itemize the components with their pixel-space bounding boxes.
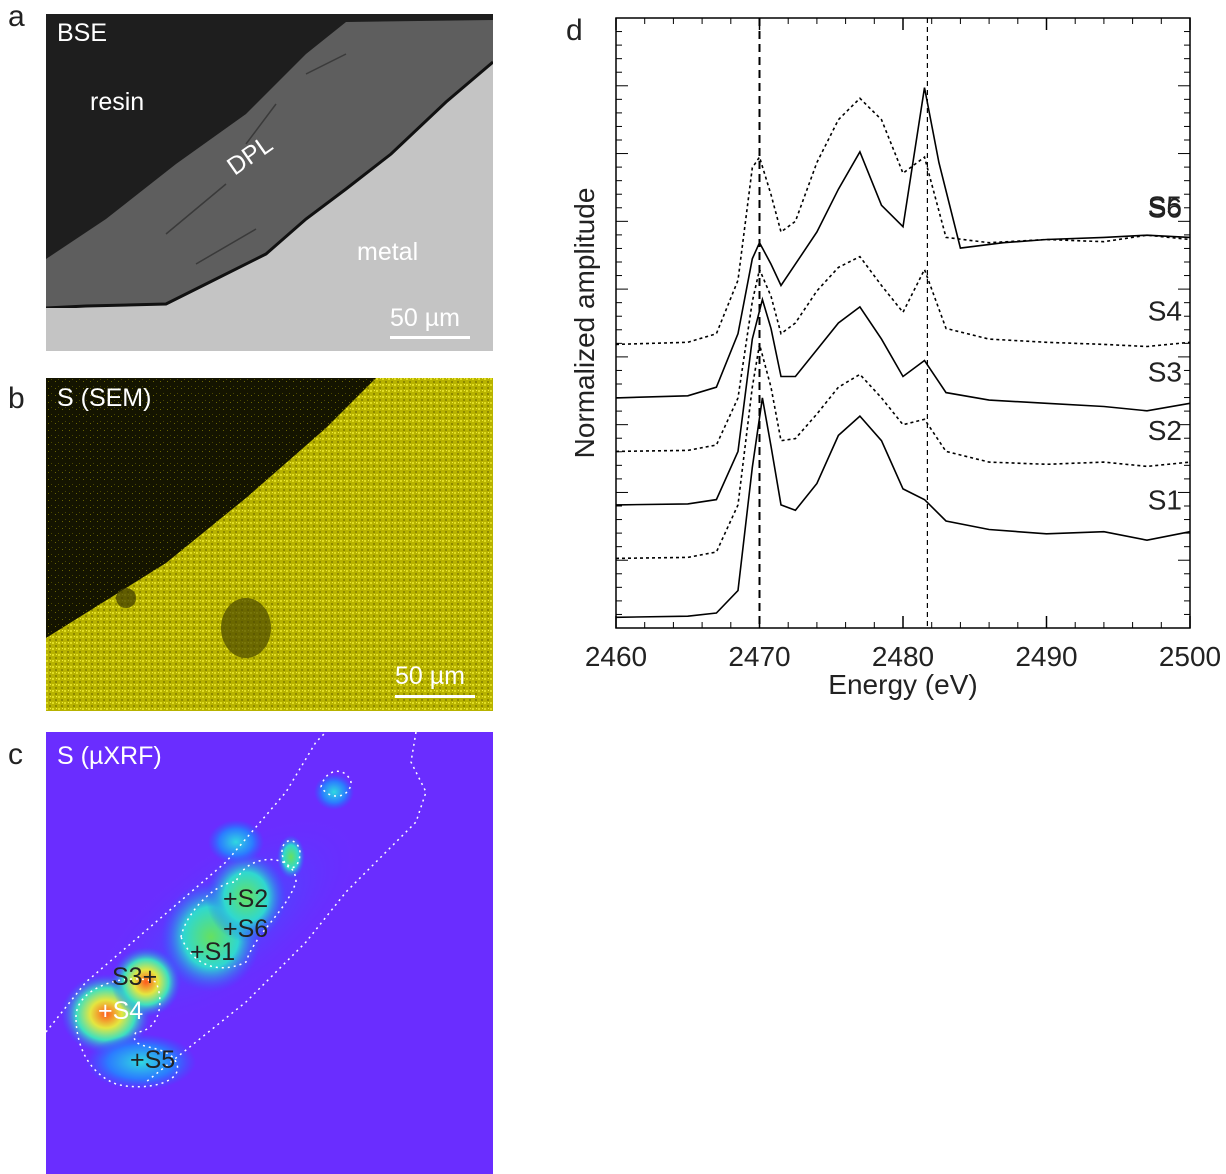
series-label-S5: S5 [1148,190,1182,221]
series-line-S6 [615,97,1191,346]
uxrf-sulfur-map [46,732,493,1174]
point-s3: S3+ [112,963,158,991]
panel-b-letter: b [8,382,25,415]
x-tick-label-2480: 2480 [872,641,934,672]
bse-micrograph [46,14,493,351]
series-line-S3 [615,296,1191,506]
scale-bar-b-label: 50 µm [395,662,465,690]
y-axis-label: Normalized amplitude [569,188,600,459]
panel-a-letter: a [8,0,25,33]
panel-d-letter: d [566,14,583,47]
scale-bar-b [395,695,475,698]
scale-bar-a [390,336,470,339]
series-label-S6: S6 [1148,193,1182,224]
point-s1: +S1 [190,938,236,966]
scale-bar-a-label: 50 µm [390,304,460,332]
metal-label: metal [357,238,419,266]
panel-c-letter: c [8,738,23,771]
series-label-S2: S2 [1148,415,1182,446]
point-s6: +S6 [223,915,269,943]
x-tick-label-2490: 2490 [1015,641,1077,672]
s-uxrf-map [46,732,493,1174]
x-tick-label-2460: 2460 [585,641,647,672]
bse-title: BSE [57,19,108,47]
sem-title: S (SEM) [57,384,152,412]
series-label-S1: S1 [1148,485,1182,516]
series-line-S4 [615,255,1191,453]
series-label-S4: S4 [1148,295,1182,326]
series-label-S3: S3 [1148,356,1182,387]
series-line-S5 [615,87,1191,399]
sem-sulfur-map [46,378,493,711]
series-line-S2 [615,344,1191,560]
s-sem-map [46,378,493,711]
bse-image [46,14,493,351]
uxrf-title: S (µXRF) [57,742,162,770]
x-axis-label: Energy (eV) [828,669,977,700]
x-tick-label-2470: 2470 [728,641,790,672]
point-s5: +S5 [130,1046,176,1074]
plot-frame [615,17,1191,629]
x-tick-label-2500: 2500 [1159,641,1221,672]
resin-label: resin [90,88,145,116]
point-s4: +S4 [98,997,144,1025]
series-line-S1 [615,397,1191,619]
point-s2: +S2 [223,885,269,913]
